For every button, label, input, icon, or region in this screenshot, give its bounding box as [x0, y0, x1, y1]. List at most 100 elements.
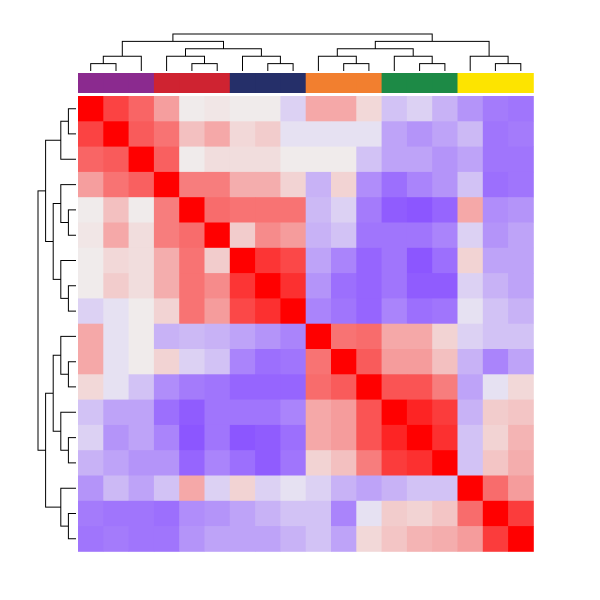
- group-strip-cell: [432, 73, 458, 93]
- heatmap-cell: [153, 247, 180, 274]
- heatmap-cell: [381, 323, 408, 350]
- heatmap-cell: [432, 121, 458, 147]
- heatmap-cell: [406, 197, 433, 223]
- heatmap-cell: [78, 171, 104, 198]
- heatmap-cell: [128, 450, 155, 476]
- group-strip-cell: [406, 73, 433, 93]
- heatmap-cell: [482, 399, 509, 426]
- heatmap-cell: [457, 500, 484, 527]
- heatmap-cell: [255, 323, 281, 350]
- heatmap-cell: [153, 121, 180, 147]
- heatmap-cell: [280, 146, 307, 173]
- group-strip-cell: [508, 73, 534, 93]
- heatmap-cell: [280, 450, 307, 476]
- heatmap-cell: [280, 273, 307, 299]
- heatmap-cell: [153, 450, 180, 476]
- heatmap-cell: [305, 323, 332, 350]
- heatmap-cell: [482, 121, 509, 147]
- heatmap-cell: [153, 298, 180, 325]
- heatmap-cell: [280, 349, 307, 375]
- heatmap-cell: [356, 298, 382, 325]
- heatmap-cell: [255, 222, 281, 249]
- heatmap-cell: [331, 526, 357, 552]
- heatmap-cell: [255, 424, 281, 451]
- heatmap-cell: [331, 273, 357, 299]
- heatmap-cell: [179, 96, 205, 122]
- heatmap-cell: [508, 399, 534, 426]
- heatmap-cell: [482, 500, 509, 527]
- heatmap-cell: [103, 349, 129, 375]
- heatmap-cell: [204, 273, 231, 299]
- heatmap-cell: [356, 197, 382, 223]
- heatmap-cell: [229, 222, 256, 249]
- heatmap-cell: [204, 247, 231, 274]
- heatmap-cell: [204, 121, 231, 147]
- heatmap-cell: [305, 349, 332, 375]
- heatmap-cell: [78, 323, 104, 350]
- heatmap-cell: [356, 121, 382, 147]
- heatmap-cell: [179, 374, 205, 400]
- heatmap-cell: [356, 399, 382, 426]
- row-dendrogram-link: [67, 108, 76, 135]
- heatmap-cell: [280, 526, 307, 552]
- heatmap-cell: [381, 374, 408, 400]
- heatmap-cell: [406, 526, 433, 552]
- group-strip-cell: [255, 73, 281, 93]
- heatmap-cell: [381, 146, 408, 173]
- heatmap-cell: [229, 475, 256, 502]
- heatmap-cell: [331, 399, 357, 426]
- row-dendrogram-link: [52, 354, 61, 432]
- group-strip-cell: [356, 73, 382, 93]
- heatmap-cell: [153, 273, 180, 299]
- heatmap-cell: [482, 374, 509, 400]
- heatmap-cell: [229, 450, 256, 476]
- heatmap-cell: [331, 349, 357, 375]
- heatmap-cell: [153, 171, 180, 198]
- heatmap-cell: [482, 197, 509, 223]
- column-dendrogram-link: [185, 48, 262, 57]
- heatmap-cell: [432, 424, 458, 451]
- heatmap-cell: [229, 526, 256, 552]
- heatmap-cell: [153, 399, 180, 426]
- heatmap-cell: [508, 273, 534, 299]
- heatmap-cell: [255, 450, 281, 476]
- group-strip-cell: [482, 73, 509, 93]
- row-dendrogram-link: [37, 190, 46, 451]
- row-dendrogram-link: [60, 487, 76, 527]
- heatmap-cell: [432, 222, 458, 249]
- heatmap-cell: [255, 273, 281, 299]
- heatmap-cell: [128, 500, 155, 527]
- heatmap-cell: [406, 374, 433, 400]
- heatmap-cell: [356, 273, 382, 299]
- heatmap-cell: [432, 399, 458, 426]
- heatmap-cell: [457, 273, 484, 299]
- column-dendrogram-link: [90, 63, 117, 71]
- heatmap-cell: [331, 146, 357, 173]
- heatmap-cell: [128, 298, 155, 325]
- heatmap-cell: [255, 298, 281, 325]
- heatmap-cell: [280, 323, 307, 350]
- heatmap-cell: [381, 197, 408, 223]
- heatmap-cell: [305, 475, 332, 502]
- heatmap-cell: [204, 399, 231, 426]
- heatmap-cell: [331, 424, 357, 451]
- heatmap-cell: [356, 247, 382, 274]
- heatmap-cell: [78, 349, 104, 375]
- heatmap-cell: [381, 399, 408, 426]
- heatmap-cell: [457, 247, 484, 274]
- heatmap-cell: [508, 298, 534, 325]
- heatmap-cell: [508, 197, 534, 223]
- heatmap-cell: [204, 450, 231, 476]
- heatmap-cell: [229, 399, 256, 426]
- heatmap-cell: [128, 96, 155, 122]
- column-dendrogram-link: [469, 55, 509, 71]
- heatmap-cell: [406, 475, 433, 502]
- heatmap-cell: [381, 450, 408, 476]
- heatmap-cell: [103, 298, 129, 325]
- heatmap-cell: [432, 526, 458, 552]
- heatmap-cell: [381, 526, 408, 552]
- heatmap-cell: [508, 96, 534, 122]
- heatmap-cell: [356, 374, 382, 400]
- heatmap-cell: [331, 374, 357, 400]
- heatmap-cell: [406, 121, 433, 147]
